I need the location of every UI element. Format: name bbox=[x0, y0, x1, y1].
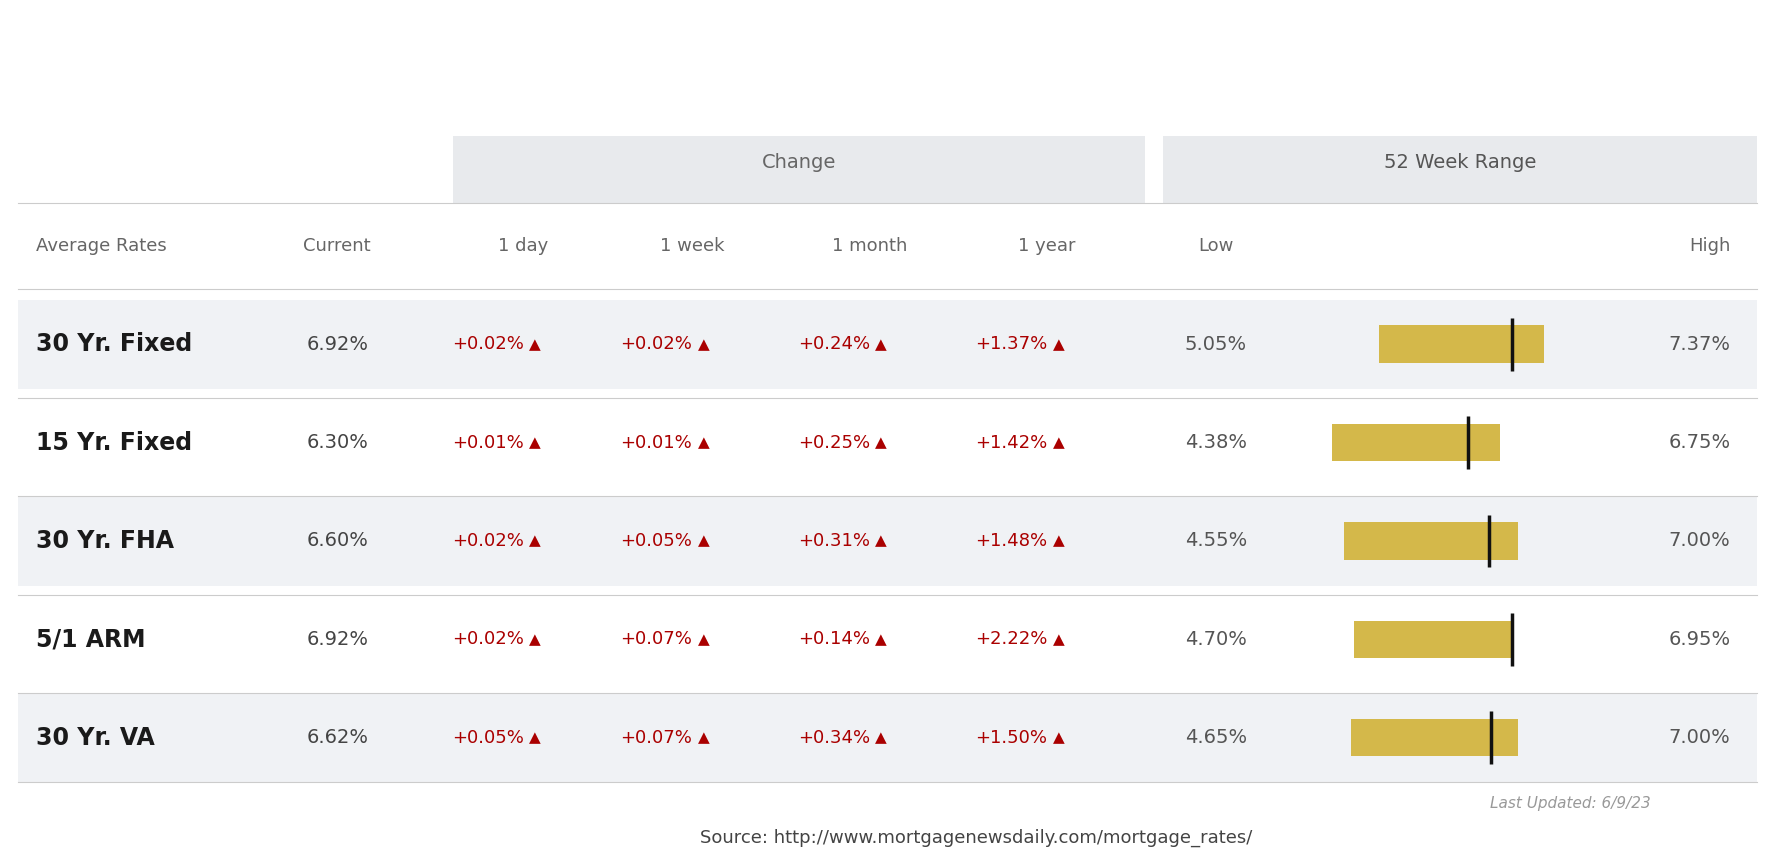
Text: 4.38%: 4.38% bbox=[1186, 433, 1246, 452]
Text: 6.62%: 6.62% bbox=[307, 728, 367, 747]
Text: Current: Current bbox=[304, 237, 371, 255]
Bar bbox=[1163, 136, 1757, 203]
Text: 6.92%: 6.92% bbox=[307, 335, 367, 354]
Text: 30 Yr. FHA: 30 Yr. FHA bbox=[36, 529, 174, 553]
Text: ▲: ▲ bbox=[875, 435, 888, 450]
Text: +2.22%: +2.22% bbox=[974, 630, 1047, 648]
Text: 1 month: 1 month bbox=[832, 237, 907, 255]
Text: 15 Yr. Fixed: 15 Yr. Fixed bbox=[36, 431, 192, 455]
Text: 7.37%: 7.37% bbox=[1668, 335, 1731, 354]
Text: 52 Week Range: 52 Week Range bbox=[1384, 153, 1535, 172]
Bar bbox=[1344, 522, 1518, 560]
Text: ▲: ▲ bbox=[529, 337, 541, 351]
Text: +1.37%: +1.37% bbox=[974, 335, 1047, 353]
Bar bbox=[1331, 424, 1500, 462]
Text: 7.00%: 7.00% bbox=[1668, 728, 1731, 747]
Text: ▲: ▲ bbox=[1053, 337, 1065, 351]
Bar bbox=[453, 136, 1145, 203]
Text: Low: Low bbox=[1198, 237, 1234, 255]
Text: CHART: 52-WEEK AVERAGE MORTGAGE RATES: CHART: 52-WEEK AVERAGE MORTGAGE RATES bbox=[36, 32, 891, 66]
Text: Change: Change bbox=[761, 153, 836, 172]
Text: 4.70%: 4.70% bbox=[1186, 630, 1246, 649]
Text: ▲: ▲ bbox=[529, 730, 541, 746]
Bar bbox=[18, 398, 1757, 487]
Bar bbox=[18, 497, 1757, 586]
Text: 5.05%: 5.05% bbox=[1186, 335, 1246, 354]
Bar bbox=[18, 693, 1757, 782]
Text: 6.75%: 6.75% bbox=[1668, 433, 1731, 452]
Text: 30 Yr. VA: 30 Yr. VA bbox=[36, 726, 154, 750]
Text: 1 year: 1 year bbox=[1019, 237, 1076, 255]
Bar bbox=[18, 299, 1757, 389]
Text: +1.42%: +1.42% bbox=[974, 433, 1047, 451]
Text: ▲: ▲ bbox=[875, 632, 888, 647]
Text: ▲: ▲ bbox=[698, 435, 710, 450]
Text: 1 week: 1 week bbox=[660, 237, 724, 255]
Text: +0.01%: +0.01% bbox=[453, 433, 524, 451]
Text: ▲: ▲ bbox=[1053, 730, 1065, 746]
Bar bbox=[1379, 326, 1544, 363]
Text: +0.05%: +0.05% bbox=[621, 532, 692, 550]
Text: +0.02%: +0.02% bbox=[453, 335, 524, 353]
Text: +1.50%: +1.50% bbox=[974, 728, 1047, 746]
Text: +0.25%: +0.25% bbox=[797, 433, 870, 451]
Text: ▲: ▲ bbox=[875, 534, 888, 548]
Text: +0.02%: +0.02% bbox=[453, 532, 524, 550]
Text: +0.02%: +0.02% bbox=[453, 630, 524, 648]
Text: 6.92%: 6.92% bbox=[307, 630, 367, 649]
Text: 30 Yr. Fixed: 30 Yr. Fixed bbox=[36, 333, 192, 357]
Text: +0.05%: +0.05% bbox=[453, 728, 524, 746]
Text: ▲: ▲ bbox=[529, 632, 541, 647]
Text: Last Updated: 6/9/23: Last Updated: 6/9/23 bbox=[1491, 796, 1651, 811]
Bar bbox=[1354, 621, 1514, 658]
Bar bbox=[1351, 719, 1518, 757]
Text: ▲: ▲ bbox=[1053, 632, 1065, 647]
Text: +0.14%: +0.14% bbox=[797, 630, 870, 648]
Text: 5/1 ARM: 5/1 ARM bbox=[36, 628, 146, 652]
Text: ▲: ▲ bbox=[529, 534, 541, 548]
Text: +0.07%: +0.07% bbox=[621, 630, 692, 648]
Text: ▲: ▲ bbox=[698, 534, 710, 548]
Text: 6.30%: 6.30% bbox=[307, 433, 367, 452]
Text: ▲: ▲ bbox=[698, 337, 710, 351]
Bar bbox=[18, 595, 1757, 684]
Text: 7.00%: 7.00% bbox=[1668, 532, 1731, 551]
Text: 6.60%: 6.60% bbox=[307, 532, 367, 551]
Text: +0.01%: +0.01% bbox=[621, 433, 692, 451]
Text: 6.95%: 6.95% bbox=[1668, 630, 1731, 649]
Text: ▲: ▲ bbox=[529, 435, 541, 450]
Text: Average Rates: Average Rates bbox=[36, 237, 167, 255]
Text: ▲: ▲ bbox=[698, 632, 710, 647]
Text: +0.24%: +0.24% bbox=[797, 335, 870, 353]
Text: +0.31%: +0.31% bbox=[797, 532, 870, 550]
Text: 1 day: 1 day bbox=[499, 237, 548, 255]
Text: 4.65%: 4.65% bbox=[1186, 728, 1246, 747]
Text: +0.07%: +0.07% bbox=[621, 728, 692, 746]
Text: ▲: ▲ bbox=[1053, 435, 1065, 450]
Text: +1.48%: +1.48% bbox=[974, 532, 1047, 550]
Text: ▲: ▲ bbox=[875, 337, 888, 351]
Text: ▲: ▲ bbox=[1053, 534, 1065, 548]
Text: High: High bbox=[1690, 237, 1731, 255]
Text: +0.02%: +0.02% bbox=[621, 335, 692, 353]
Text: 4.55%: 4.55% bbox=[1184, 532, 1248, 551]
Text: Source: http://www.mortgagenewsdaily.com/mortgage_rates/: Source: http://www.mortgagenewsdaily.com… bbox=[699, 829, 1253, 847]
Text: +0.34%: +0.34% bbox=[797, 728, 870, 746]
Text: ▲: ▲ bbox=[875, 730, 888, 746]
Text: ▲: ▲ bbox=[698, 730, 710, 746]
